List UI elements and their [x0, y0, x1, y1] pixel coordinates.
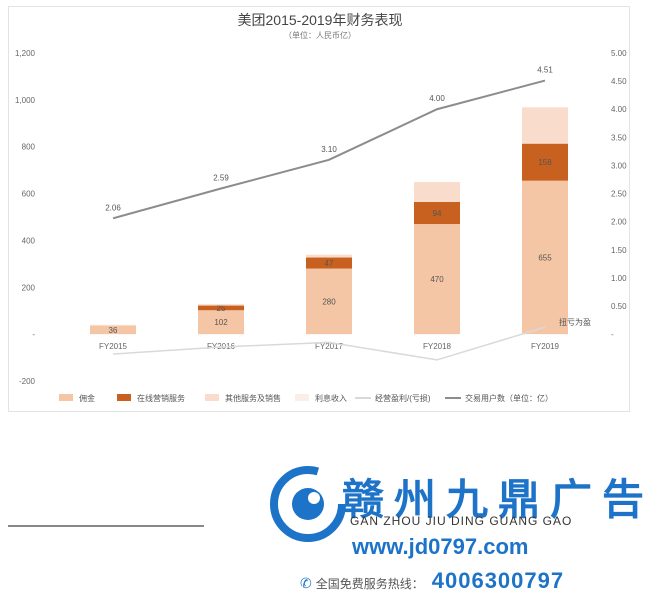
legend-label: 其他服务及销售 — [225, 393, 281, 403]
y-right-tick-label: 0.50 — [611, 302, 627, 311]
ad-banner: 赣州九鼎广告 GAN ZHOU JIU DING GUANG GAO www.j… — [270, 458, 660, 606]
bar-segment — [414, 224, 460, 335]
bar-segment — [306, 254, 352, 258]
line-data-label: 3.10 — [321, 145, 337, 154]
chart-title: 美团2015-2019年财务表现 — [238, 12, 403, 28]
ad-hotline-label: 全国免费服务热线： — [315, 577, 424, 591]
x-category-label: FY2019 — [531, 342, 560, 351]
y-right-tick-label: - — [611, 330, 614, 339]
legend-label: 在线营销服务 — [137, 393, 185, 403]
series-line — [112, 326, 546, 361]
y-left-tick-label: -200 — [19, 377, 36, 386]
bar-data-label: 94 — [433, 209, 442, 218]
bar-segment — [198, 305, 244, 311]
y-left-tick-label: 400 — [22, 236, 36, 245]
y-left-tick-label: 1,000 — [15, 96, 36, 105]
bar-data-label: 102 — [214, 318, 228, 327]
bar-segment — [414, 182, 460, 203]
chart: 美团2015-2019年财务表现（单位：人民币亿）-200-2004006008… — [15, 12, 627, 403]
bar-data-label: 158 — [538, 158, 552, 167]
legend-label: 利息收入 — [315, 393, 347, 403]
bar-segment — [306, 268, 352, 335]
bar-data-label: 25 — [217, 304, 226, 313]
ad-hotline: ✆ 全国免费服务热线： 4006300797 — [300, 568, 564, 594]
bar-segment — [414, 202, 460, 225]
ad-brand-pinyin: GAN ZHOU JIU DING GUANG GAO — [350, 514, 573, 528]
bar-data-label: 655 — [538, 253, 552, 262]
ad-brand-name: 赣州九鼎广告 — [342, 475, 655, 524]
legend-label: 交易用户数（单位：亿） — [465, 393, 553, 403]
brand-logo-icon — [270, 466, 346, 542]
line-data-label: 4.51 — [537, 66, 553, 75]
y-left-tick-label: 1,200 — [15, 49, 36, 58]
y-right-tick-label: 2.00 — [611, 218, 627, 227]
bar-data-label: 470 — [430, 275, 444, 284]
y-right-tick-label: 1.50 — [611, 246, 627, 255]
series-line — [112, 79, 546, 220]
line-data-label: 4.00 — [429, 94, 445, 103]
y-right-tick-label: 1.00 — [611, 274, 627, 283]
legend-swatch — [205, 394, 219, 401]
divider-line — [8, 525, 204, 527]
legend-swatch — [295, 394, 309, 401]
y-right-tick-label: 5.00 — [611, 49, 627, 58]
y-left-tick-label: - — [32, 330, 35, 339]
line-data-label: 2.06 — [105, 203, 121, 212]
bar-segment — [522, 143, 568, 181]
y-right-tick-label: 3.50 — [611, 133, 627, 142]
y-left-tick-label: 800 — [22, 143, 36, 152]
legend-swatch — [117, 394, 131, 401]
chart-subtitle: （单位：人民币亿） — [284, 30, 356, 40]
y-right-tick-label: 3.00 — [611, 161, 627, 170]
y-right-tick-label: 2.50 — [611, 190, 627, 199]
bar-segment — [90, 325, 136, 335]
bar-segment — [198, 310, 244, 335]
legend-label: 佣金 — [79, 393, 95, 403]
bar-data-label: 36 — [109, 326, 118, 335]
ad-url[interactable]: www.jd0797.com — [352, 534, 529, 559]
legend-swatch — [59, 394, 73, 401]
bar-data-label: 280 — [322, 297, 336, 306]
x-category-label: FY2015 — [99, 342, 128, 351]
y-left-tick-label: 200 — [22, 283, 36, 292]
bar-segment — [522, 107, 568, 144]
line-data-label: 2.59 — [213, 174, 229, 183]
bar-segment — [522, 180, 568, 335]
chart-annotation: 扭亏为盈 — [559, 317, 591, 327]
legend-label: 经营盈利/(亏损) — [375, 393, 431, 403]
bar-segment — [90, 324, 136, 326]
bar-segment — [306, 257, 352, 269]
bar-data-label: 47 — [325, 259, 334, 268]
bar-segment — [198, 304, 244, 306]
y-left-tick-label: 600 — [22, 190, 36, 199]
phone-icon: ✆ — [300, 575, 312, 591]
y-right-tick-label: 4.50 — [611, 77, 627, 86]
x-category-label: FY2017 — [315, 342, 344, 351]
y-right-tick-label: 4.00 — [611, 105, 627, 114]
x-category-label: FY2018 — [423, 342, 452, 351]
chart-frame: 美团2015-2019年财务表现 （单位：人民币亿） -200-200 400 600 8… — [8, 6, 630, 412]
ad-phone-number: 4006300797 — [431, 568, 565, 593]
